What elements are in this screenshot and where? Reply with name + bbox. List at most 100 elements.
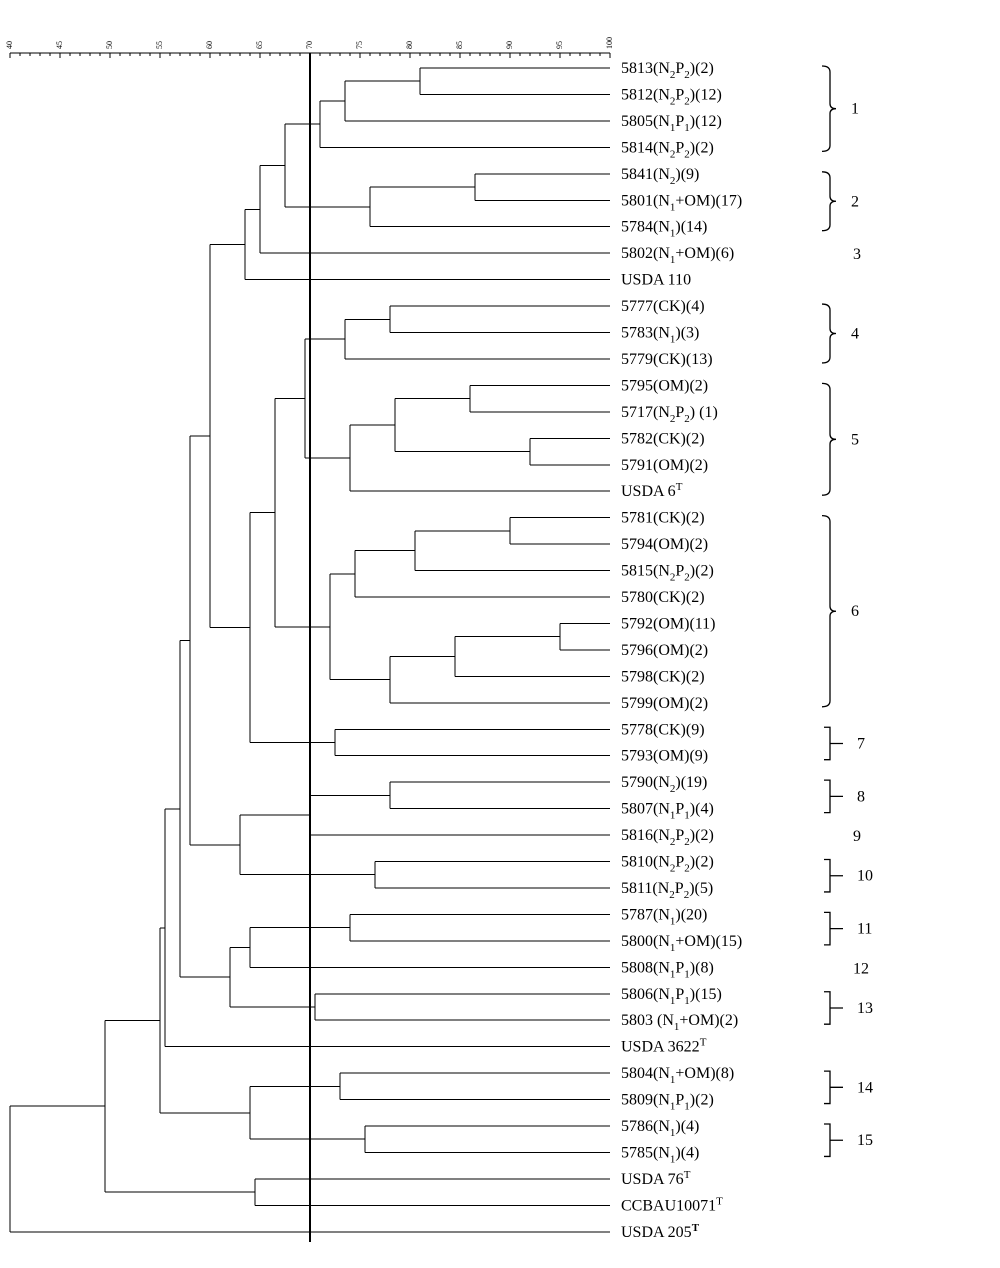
leaf-label: 5811(N2P2)(5)	[621, 880, 713, 901]
leaf-label: 5799(OM)(2)	[621, 695, 708, 712]
leaf-label: 5784(N1)(14)	[621, 219, 707, 240]
cluster-bracket	[824, 779, 843, 814]
cluster-group: 10	[824, 858, 873, 893]
cluster-group: 13	[824, 991, 873, 1025]
cluster-label: 13	[857, 1000, 873, 1017]
axis-tick-label: 95	[555, 41, 564, 49]
cluster-bracket	[824, 991, 843, 1025]
cluster-label: 12	[853, 960, 869, 977]
leaf-label: 5810(N2P2)(2)	[621, 854, 714, 875]
leaf-label: 5814(N2P2)(2)	[621, 139, 714, 160]
dendrogram-branches	[9, 67, 610, 1233]
cluster-bracket	[824, 911, 843, 946]
cluster-group: 1	[821, 65, 859, 152]
leaf-label: 5806(N1P1)(15)	[621, 986, 722, 1007]
leaf-label: 5812(N2P2)(12)	[621, 86, 722, 107]
cluster-group: 15	[824, 1123, 873, 1158]
axis-tick-label: 80	[405, 41, 414, 49]
leaf-label: 5783(N1)(3)	[621, 325, 699, 346]
leaf-label: 5816(N2P2)(2)	[621, 827, 714, 848]
leaf-labels: 5813(N2P2)(2) 5812(N2P2)(12) 5805(N1P1)(12…	[621, 60, 742, 1241]
leaf-label: 5796(OM)(2)	[621, 642, 708, 659]
leaf-label: 5809(N1P1)(2)	[621, 1092, 714, 1113]
leaf-label: 5794(OM)(2)	[621, 536, 708, 553]
axis-tick-label: 55	[155, 41, 164, 49]
leaf-label: 5779(CK)(13)	[621, 351, 713, 368]
axis-tick-label: 100	[605, 37, 614, 49]
cluster-label: 14	[857, 1079, 873, 1096]
leaf-label: 5790(N2)(19)	[621, 774, 707, 795]
cluster-group: 14	[824, 1070, 873, 1105]
leaf-label: USDA 6T	[621, 481, 683, 500]
leaf-label: 5807(N1P1)(4)	[621, 801, 714, 822]
cluster-label: 6	[851, 603, 859, 620]
leaf-label: 5781(CK)(2)	[621, 510, 705, 527]
leaf-label: USDA 76T	[621, 1169, 691, 1188]
cluster-label: 4	[851, 326, 859, 343]
cluster-bracket	[821, 515, 837, 708]
leaf-label: 5798(CK)(2)	[621, 668, 705, 685]
cluster-label: 10	[857, 868, 873, 885]
leaf-label: 5777(CK)(4)	[621, 298, 705, 315]
cluster-bracket	[824, 726, 843, 761]
cluster-group: 11	[824, 911, 872, 946]
leaf-label: CCBAU10071T	[621, 1195, 723, 1214]
leaf-label: 5786(N1)(4)	[621, 1118, 699, 1139]
cluster-group: 6	[821, 515, 859, 708]
cluster-label: 5	[851, 431, 859, 448]
axis-tick-label: 70	[305, 41, 314, 49]
cluster-bracket	[821, 65, 837, 152]
cluster-label: 11	[857, 921, 872, 938]
cluster-group: 2	[821, 171, 859, 232]
leaf-label: 5802(N1+OM)(6)	[621, 245, 734, 266]
leaf-label: USDA 205T	[621, 1222, 700, 1241]
cluster-bracket	[821, 382, 837, 496]
axis-tick-label: 50	[105, 41, 114, 49]
leaf-label: 5791(OM)(2)	[621, 457, 708, 474]
cluster-label: 7	[857, 735, 865, 752]
cluster-group: 7	[824, 726, 865, 761]
cluster-group: 4	[821, 303, 859, 364]
leaf-label: 5805(N1P1)(12)	[621, 113, 722, 134]
cluster-group: 8	[824, 779, 865, 814]
cluster-label: 3	[853, 246, 861, 263]
axis-tick-label: 45	[55, 41, 64, 49]
leaf-label: 5780(CK)(2)	[621, 589, 705, 606]
leaf-label: 5785(N1)(4)	[621, 1144, 699, 1165]
leaf-label: 5803 (N1+OM)(2)	[621, 1012, 738, 1033]
cluster-group: 12	[853, 960, 869, 977]
axis-tick-label: 85	[455, 41, 464, 49]
leaf-label: USDA 110	[621, 272, 691, 289]
leaf-label: 5801(N1+OM)(17)	[621, 192, 742, 213]
axis-tick-label: 75	[355, 41, 364, 49]
cluster-bracket	[821, 171, 837, 232]
cluster-label: 1	[851, 101, 859, 118]
leaf-label: 5804(N1+OM)(8)	[621, 1065, 734, 1086]
leaf-label: 5717(N2P2) (1)	[621, 404, 718, 425]
axis-tick-label: 60	[205, 41, 214, 49]
cluster-label: 2	[851, 193, 859, 210]
leaf-label: 5795(OM)(2)	[621, 377, 708, 394]
leaf-label: 5793(OM)(9)	[621, 748, 708, 765]
cluster-group: 9	[853, 828, 861, 845]
leaf-label: USDA 3622T	[621, 1037, 707, 1056]
leaf-label: 5787(N1)(20)	[621, 906, 707, 927]
cluster-bracket	[824, 1070, 843, 1105]
leaf-label: 5815(N2P2)(2)	[621, 563, 714, 584]
cluster-bracket	[821, 303, 837, 364]
leaf-label: 5808(N1P1)(8)	[621, 959, 714, 980]
leaf-label: 5800(N1+OM)(15)	[621, 933, 742, 954]
axis-tick-label: 40	[5, 41, 14, 49]
cluster-group: 5	[821, 382, 859, 496]
leaf-label: 5778(CK)(9)	[621, 721, 705, 738]
cluster-bracket	[824, 858, 843, 893]
leaf-label: 5782(CK)(2)	[621, 430, 705, 447]
cluster-bracket	[824, 1123, 843, 1158]
axis-tick-label: 90	[505, 41, 514, 49]
cluster-label: 15	[857, 1132, 873, 1149]
cluster-group: 3	[853, 246, 861, 263]
cluster-label: 8	[857, 788, 865, 805]
leaf-label: 5841(N2)(9)	[621, 166, 699, 187]
